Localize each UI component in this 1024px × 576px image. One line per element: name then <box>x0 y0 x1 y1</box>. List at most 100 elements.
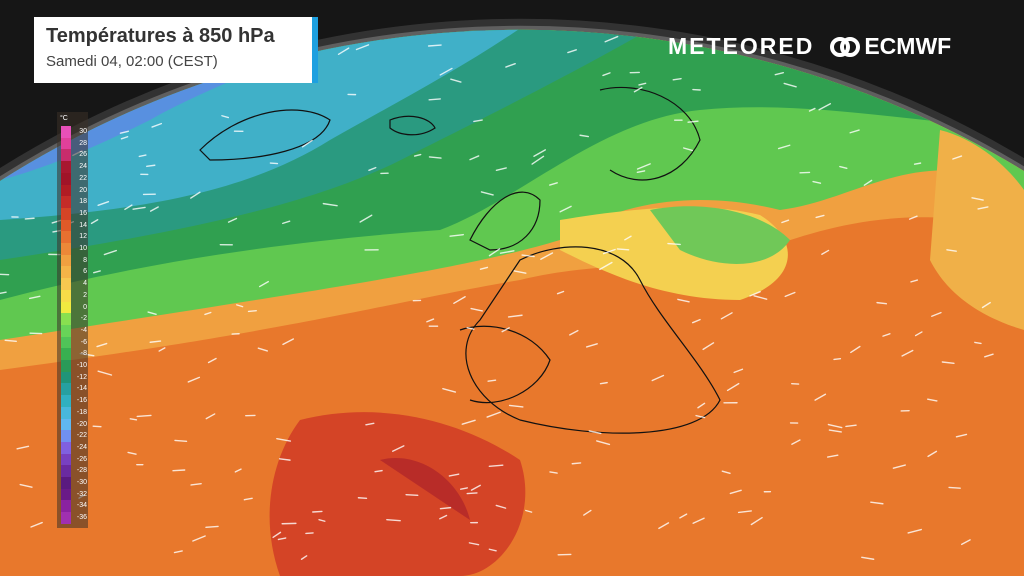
wind-streak <box>4 339 17 343</box>
wind-streak <box>276 437 292 442</box>
wind-streak <box>479 266 489 270</box>
wind-streak <box>282 220 291 225</box>
wind-streak <box>749 290 761 297</box>
wind-streak <box>599 261 613 271</box>
wind-streak <box>876 301 888 305</box>
wind-streak <box>466 327 475 330</box>
legend-label: -8 <box>80 350 87 358</box>
wind-streak <box>540 252 554 260</box>
legend-swatch <box>61 137 71 150</box>
wind-streak <box>426 318 435 323</box>
wind-streak <box>569 329 579 336</box>
legend-label: -12 <box>76 373 87 381</box>
wind-streak <box>28 295 41 300</box>
wind-streak <box>750 516 763 526</box>
wind-streak <box>815 214 825 219</box>
wind-streak <box>413 153 422 157</box>
legend-swatch <box>61 266 71 279</box>
wind-streak <box>337 47 350 56</box>
wind-streak <box>818 103 832 111</box>
wind-streak <box>258 280 269 288</box>
legend-label: -28 <box>76 467 87 475</box>
wind-streak <box>533 149 547 157</box>
wind-streak <box>602 248 616 255</box>
legend-swatch <box>61 278 71 291</box>
legend-swatch <box>61 383 71 396</box>
wind-streak <box>449 233 464 237</box>
wind-streak <box>697 402 706 409</box>
wind-streak <box>777 144 791 150</box>
wind-streak <box>466 492 478 495</box>
wind-streak <box>571 462 582 465</box>
legend-label: -36 <box>76 514 87 522</box>
legend-swatch <box>61 207 71 220</box>
wind-streak <box>439 67 453 76</box>
wind-streak <box>124 204 133 211</box>
wind-streak <box>300 555 308 560</box>
wind-streak <box>913 162 922 165</box>
legend-label: -24 <box>76 443 87 451</box>
wind-streak <box>633 86 643 93</box>
wind-streak <box>726 382 740 392</box>
wind-streak <box>257 347 269 352</box>
wind-streak <box>149 206 159 212</box>
wind-streak <box>508 404 524 408</box>
wind-streak <box>695 414 706 419</box>
wind-streak <box>488 548 497 552</box>
wind-streak <box>173 550 183 554</box>
wind-streak <box>971 197 984 201</box>
wind-streak <box>30 521 43 528</box>
legend-label: 6 <box>83 268 87 276</box>
wind-streak <box>138 154 147 158</box>
wind-streak <box>679 513 688 519</box>
wind-streak <box>158 347 166 352</box>
wind-streak <box>386 518 401 522</box>
legend-swatch <box>61 348 71 361</box>
wind-streak <box>941 361 955 365</box>
wind-streak <box>355 44 370 51</box>
wind-streak <box>368 166 377 172</box>
legend-swatch <box>61 172 71 185</box>
wind-streak <box>549 471 558 474</box>
wind-streak <box>460 487 468 490</box>
wind-streak <box>151 122 163 128</box>
legend-swatch <box>61 430 71 443</box>
wind-streak <box>984 353 994 358</box>
legend-label: 30 <box>79 128 87 135</box>
wind-streak <box>892 464 906 469</box>
meteored-logo: METEORED <box>668 33 815 59</box>
legend-label: 20 <box>79 186 87 194</box>
wind-streak <box>525 509 533 513</box>
wind-streak <box>567 49 577 54</box>
wind-streak <box>499 250 515 254</box>
wind-streak <box>190 191 201 199</box>
legend-swatch <box>61 465 71 478</box>
wind-streak <box>682 147 693 152</box>
wind-streak <box>495 504 507 509</box>
wind-streak <box>93 270 101 274</box>
wind-streak <box>359 214 373 223</box>
wind-streak <box>827 423 843 429</box>
wind-streak <box>501 327 510 333</box>
ecmwf-symbol-icon <box>830 36 861 57</box>
wind-streak <box>470 484 481 491</box>
wind-streak <box>487 379 497 382</box>
legend-swatch <box>61 488 71 501</box>
wind-streak <box>277 537 287 541</box>
wind-streak <box>469 155 480 161</box>
wind-streak <box>450 78 462 83</box>
wind-streak <box>955 433 968 438</box>
wind-streak <box>247 310 257 313</box>
wind-streak <box>677 298 690 303</box>
legend-swatch <box>61 324 71 337</box>
wind-streak <box>636 170 646 174</box>
wind-streak <box>488 248 501 257</box>
wind-streak <box>616 248 630 251</box>
wind-streak <box>981 301 991 309</box>
wind-streak <box>119 130 130 134</box>
wind-streak <box>97 370 113 376</box>
legend-label: 14 <box>79 221 87 229</box>
wind-streak <box>505 62 516 68</box>
wind-streak <box>579 134 590 138</box>
